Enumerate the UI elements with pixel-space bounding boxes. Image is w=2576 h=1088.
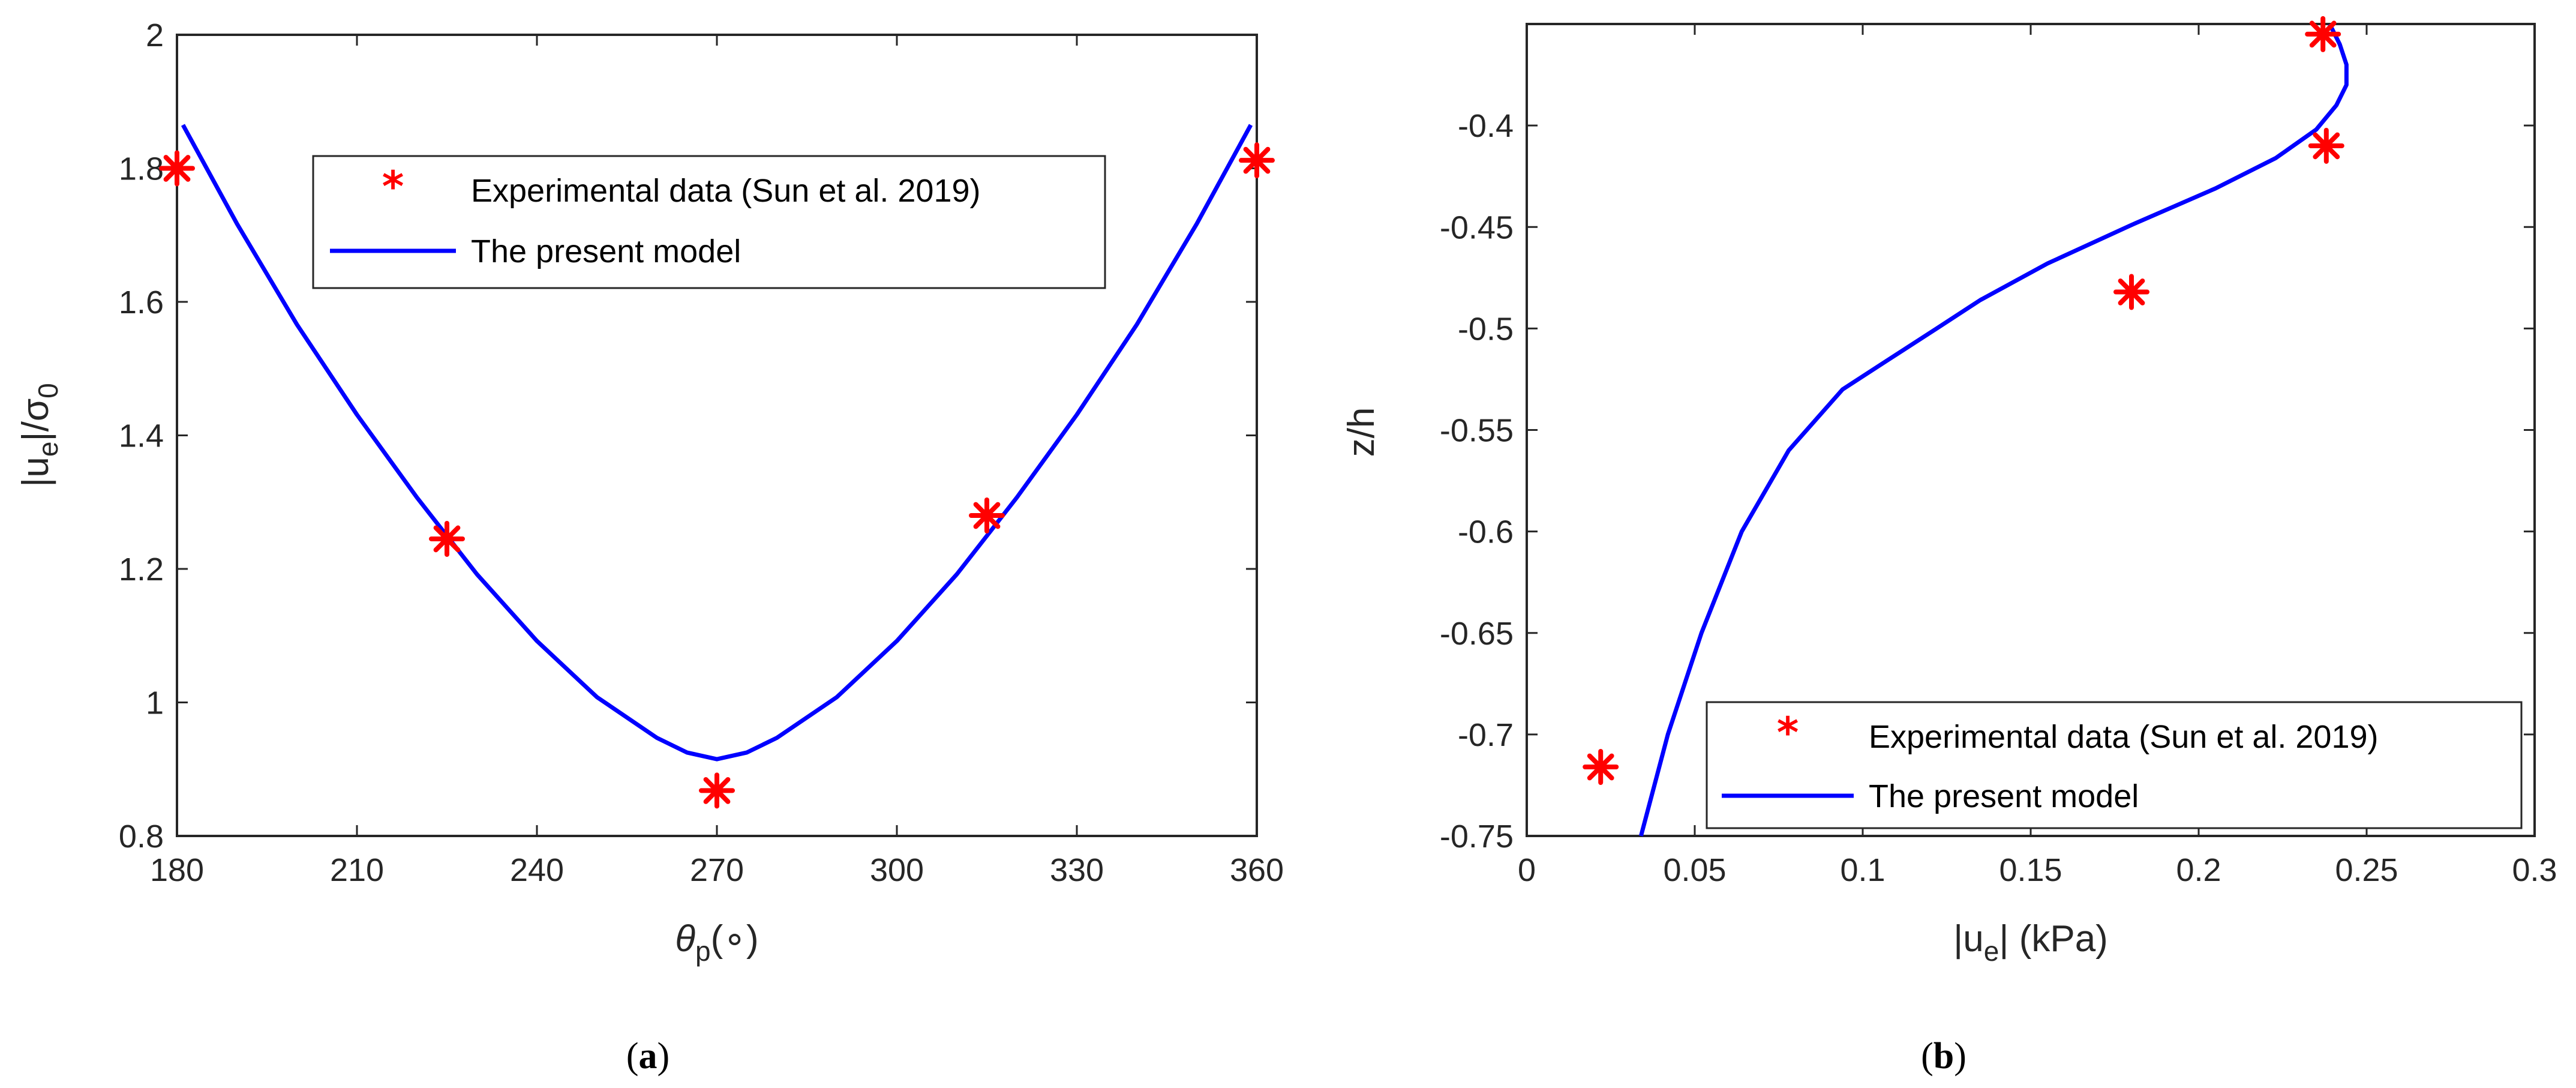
data-point-marker xyxy=(429,520,465,557)
caption-a: (a) xyxy=(626,1036,669,1077)
data-point-marker-stroke xyxy=(2313,132,2340,160)
y-tick-label: -0.75 xyxy=(1440,819,1514,855)
x-tick-label: 360 xyxy=(1230,852,1284,888)
x-tick-label: 300 xyxy=(870,852,924,888)
legend-b: * Experimental data (Sun et al. 2019) Th… xyxy=(1706,701,2523,829)
x-tick-label: 270 xyxy=(690,852,744,888)
x-tick-labels-a: 180 210 240 270 300 330 360 xyxy=(150,852,1284,888)
chart-panel-b: 0 0.05 0.1 0.15 0.2 0.25 0.3 -0.75-0.7-0.65-0.… xyxy=(1341,16,2557,1077)
x-tick-label: 0.3 xyxy=(2512,852,2557,888)
legend-label-experimental-b: Experimental data (Sun et al. 2019) xyxy=(1869,719,2379,755)
x-tick-label: 210 xyxy=(330,852,384,888)
data-point-marker xyxy=(159,150,195,187)
legend-label-model-a: The present model xyxy=(471,233,741,269)
plot-area-a xyxy=(176,34,1258,837)
data-point-marker-stroke xyxy=(163,155,191,182)
series-group-a xyxy=(159,124,1275,809)
series-line-model xyxy=(1639,23,2349,837)
data-point-marker xyxy=(2113,274,2149,310)
data-point-marker xyxy=(2308,127,2344,164)
y-tick-label: -0.7 xyxy=(1458,717,1514,753)
legend-marker-icon-a: * xyxy=(382,162,404,211)
y-tick-label: -0.5 xyxy=(1458,311,1514,347)
x-tick-label: 0.15 xyxy=(1999,852,2062,888)
y-tick-label: 1 xyxy=(146,685,164,721)
x-tick-label: 0.25 xyxy=(2335,852,2398,888)
data-point-marker-stroke xyxy=(433,525,461,553)
data-point-marker-stroke xyxy=(1587,753,1614,781)
x-tick-label: 330 xyxy=(1050,852,1104,888)
data-point-marker-stroke xyxy=(2118,278,2145,305)
y-axis-label-b: z/h xyxy=(1341,407,1382,457)
x-tick-label: 0.2 xyxy=(2176,852,2221,888)
y-tick-label: 1.4 xyxy=(119,418,164,454)
data-point-marker xyxy=(2305,16,2341,52)
data-point-marker xyxy=(969,497,1005,533)
y-tick-label: -0.45 xyxy=(1440,209,1514,245)
y-tick-label: -0.55 xyxy=(1440,413,1514,449)
x-tick-label: 0.05 xyxy=(1663,852,1726,888)
x-axis-label-a: θp(∘) xyxy=(675,918,758,967)
series-group-b xyxy=(1583,16,2349,837)
caption-b: (b) xyxy=(1921,1036,1966,1077)
y-tick-labels-a: 0.8 1 1.2 1.4 1.6 1.8 2 xyxy=(119,17,164,855)
y-tick-labels-b: -0.75 -0.7 -0.65 -0.6 -0.55 -0.5 -0.45 -0.4 xyxy=(1440,108,1514,855)
y-tick-label: 0.8 xyxy=(119,819,164,855)
chart-panel-a: 180 210 240 270 300 330 360 0.811.21.41.61.82 … xyxy=(15,17,1284,1077)
y-tick-label: 1.8 xyxy=(119,151,164,187)
legend-label-experimental-a: Experimental data (Sun et al. 2019) xyxy=(471,173,981,209)
axis-ticks-b xyxy=(1526,24,2536,837)
x-tick-label: 240 xyxy=(510,852,564,888)
legend-marker-icon-b: * xyxy=(1777,708,1799,757)
data-point-marker xyxy=(699,772,735,809)
plot-area-b xyxy=(1526,23,2536,837)
legend-box-b xyxy=(1706,701,2523,829)
y-tick-label: -0.6 xyxy=(1458,514,1514,550)
y-tick-label: 2 xyxy=(146,17,164,53)
legend-label-model-b: The present model xyxy=(1869,778,2139,814)
y-tick-label: -0.4 xyxy=(1458,108,1514,144)
data-point-marker-stroke xyxy=(2309,20,2337,48)
data-point-marker xyxy=(1583,748,1619,785)
y-axis-label-a: |ue|/σ0 xyxy=(15,383,64,487)
x-tick-label: 0 xyxy=(1518,852,1536,888)
y-tick-label: 1.6 xyxy=(119,284,164,320)
x-tick-labels-b: 0 0.05 0.1 0.15 0.2 0.25 0.3 xyxy=(1518,852,2557,888)
data-point-marker-stroke xyxy=(703,777,731,804)
series-line-model xyxy=(181,124,1253,762)
x-axis-label-b: |ue| (kPa) xyxy=(1953,918,2108,967)
y-tick-label: 1.2 xyxy=(119,552,164,588)
data-point-marker-stroke xyxy=(973,502,1001,529)
legend-a: * Experimental data (Sun et al. 2019) Th… xyxy=(312,155,1106,289)
x-tick-label: 0.1 xyxy=(1840,852,1885,888)
x-tick-label: 180 xyxy=(150,852,204,888)
data-point-marker-stroke xyxy=(1243,146,1271,174)
y-tick-label: -0.65 xyxy=(1440,616,1514,652)
data-point-marker xyxy=(1239,142,1275,179)
legend-box-a xyxy=(312,155,1106,289)
